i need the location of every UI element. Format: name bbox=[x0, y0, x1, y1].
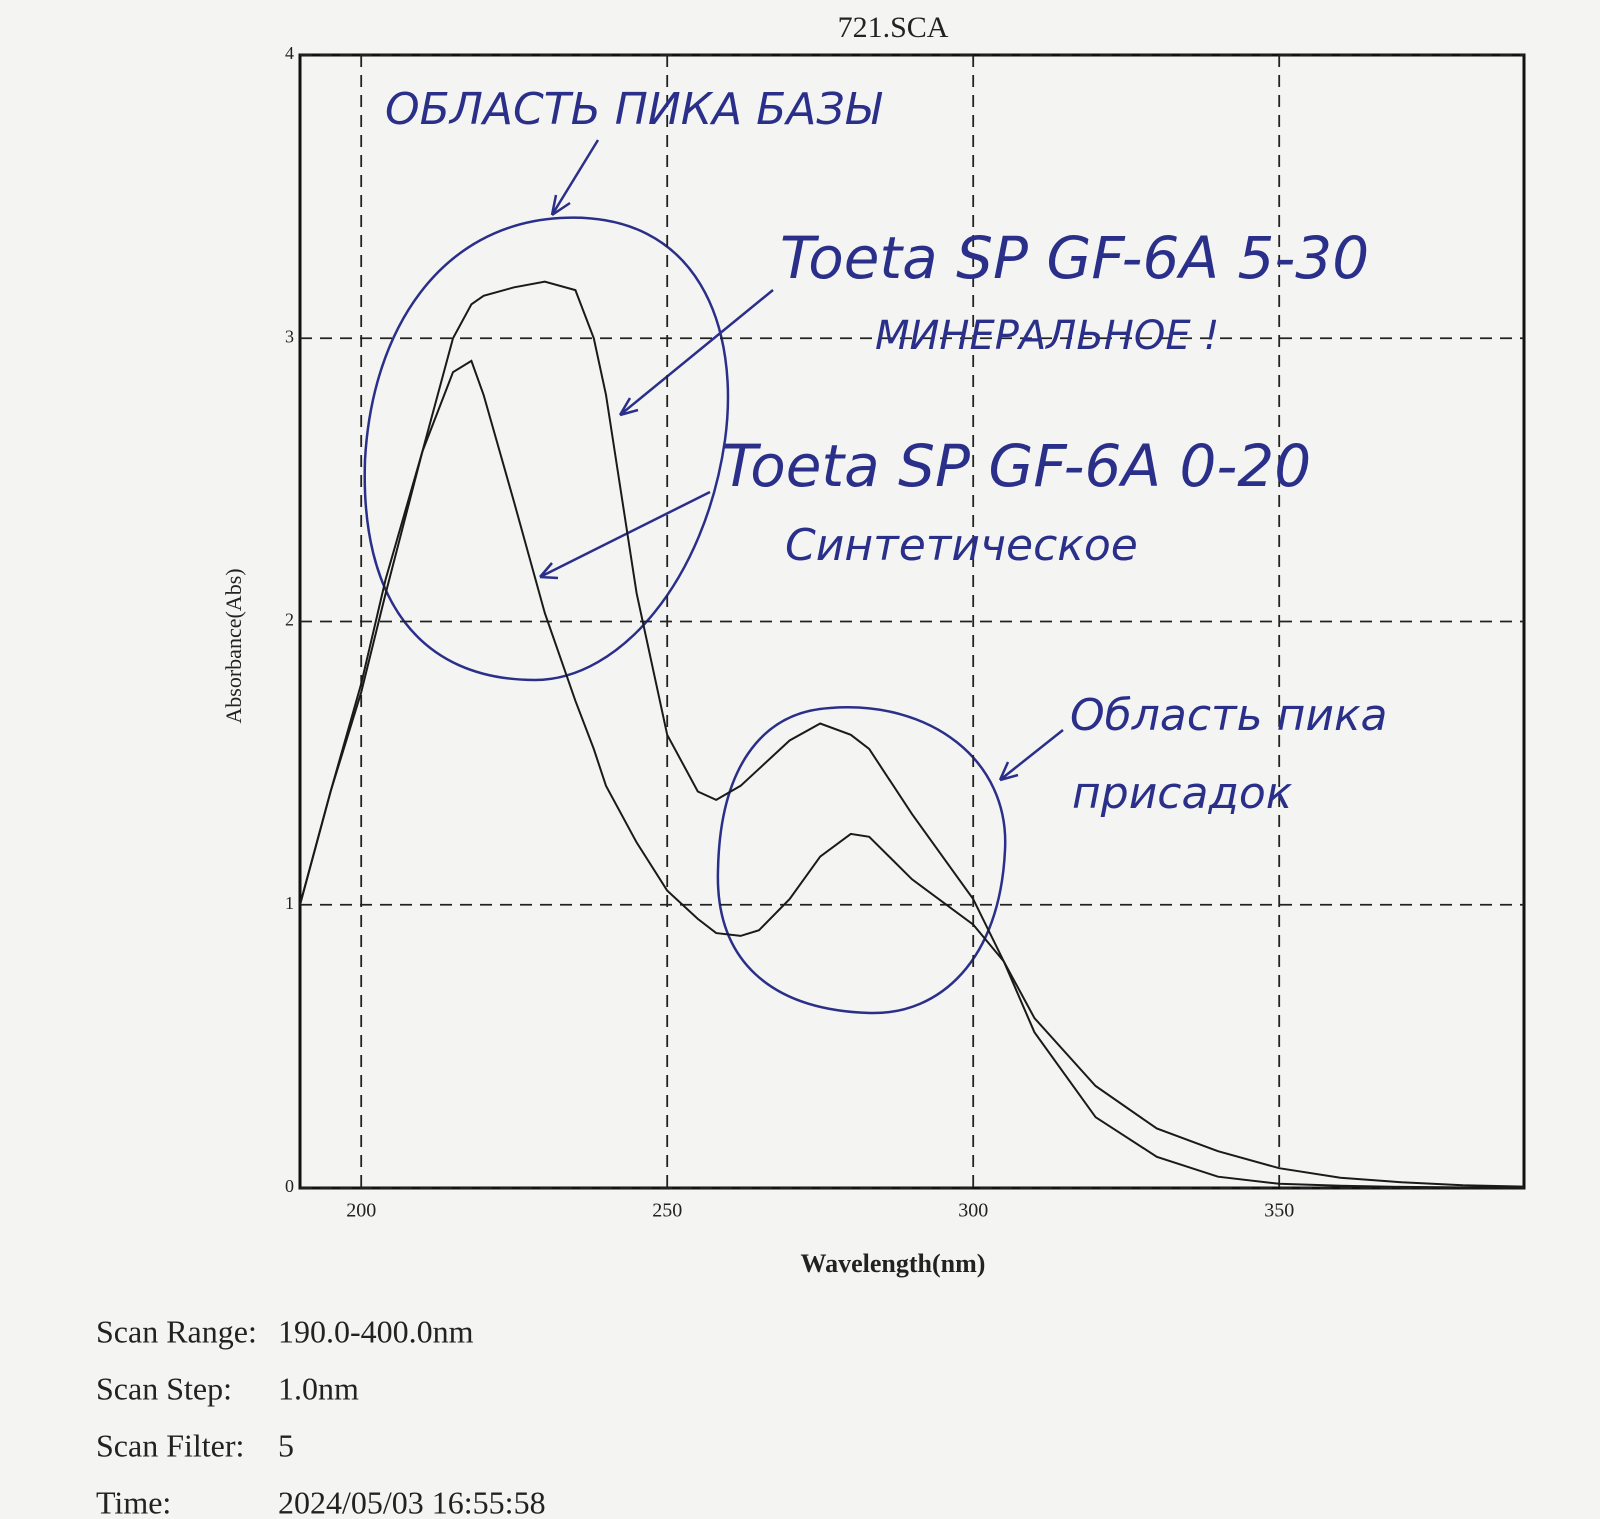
y-tick-label: 4 bbox=[285, 43, 294, 63]
scan-info-label: Time: bbox=[96, 1484, 171, 1519]
x-axis-label: Wavelength(nm) bbox=[801, 1249, 986, 1278]
scan-info-value: 1.0nm bbox=[278, 1370, 359, 1406]
y-tick-label: 1 bbox=[285, 893, 294, 913]
x-tick-label: 350 bbox=[1264, 1200, 1294, 1222]
scan-info-label: Scan Filter: bbox=[96, 1427, 244, 1463]
annotation: Синтетическое bbox=[785, 520, 1138, 571]
handwriting-marks bbox=[363, 139, 1064, 1015]
scan-info-value: 2024/05/03 16:55:58 bbox=[278, 1484, 546, 1519]
x-tick-label: 200 bbox=[346, 1200, 376, 1222]
scan-info-label: Scan Step: bbox=[96, 1370, 232, 1406]
data-line bbox=[299, 359, 1525, 1188]
y-tick-label: 0 bbox=[285, 1176, 294, 1196]
y-tick-label: 3 bbox=[285, 326, 294, 346]
scan-info-value: 190.0-400.0nm bbox=[278, 1313, 474, 1349]
data-line bbox=[299, 280, 1525, 1189]
chart-title: 721.SCA bbox=[838, 11, 949, 44]
annotation: МИНЕРАЛЬНОЕ ! bbox=[875, 313, 1219, 359]
scan-info-value: 5 bbox=[278, 1427, 294, 1463]
annotation: Toeta SP GF-6A 5-30 bbox=[780, 224, 1369, 292]
y-tick-label: 2 bbox=[285, 610, 294, 630]
y-axis-label: Absorbance(Abs) bbox=[221, 568, 246, 723]
annotation: Область пика bbox=[1070, 690, 1388, 741]
x-tick-label: 250 bbox=[652, 1200, 682, 1222]
annotation: присадок bbox=[1072, 768, 1293, 819]
annotation: ОБЛАСТЬ ПИКА БАЗЫ bbox=[385, 84, 883, 135]
scan-info: Scan Range: 190.0-400.0nm Scan Step: 1.0nm S… bbox=[96, 1313, 546, 1519]
annotation: Toeta SP GF-6A 0-20 bbox=[722, 432, 1311, 500]
scan-info-label: Scan Range: bbox=[96, 1313, 257, 1349]
x-tick-label: 300 bbox=[958, 1200, 988, 1222]
